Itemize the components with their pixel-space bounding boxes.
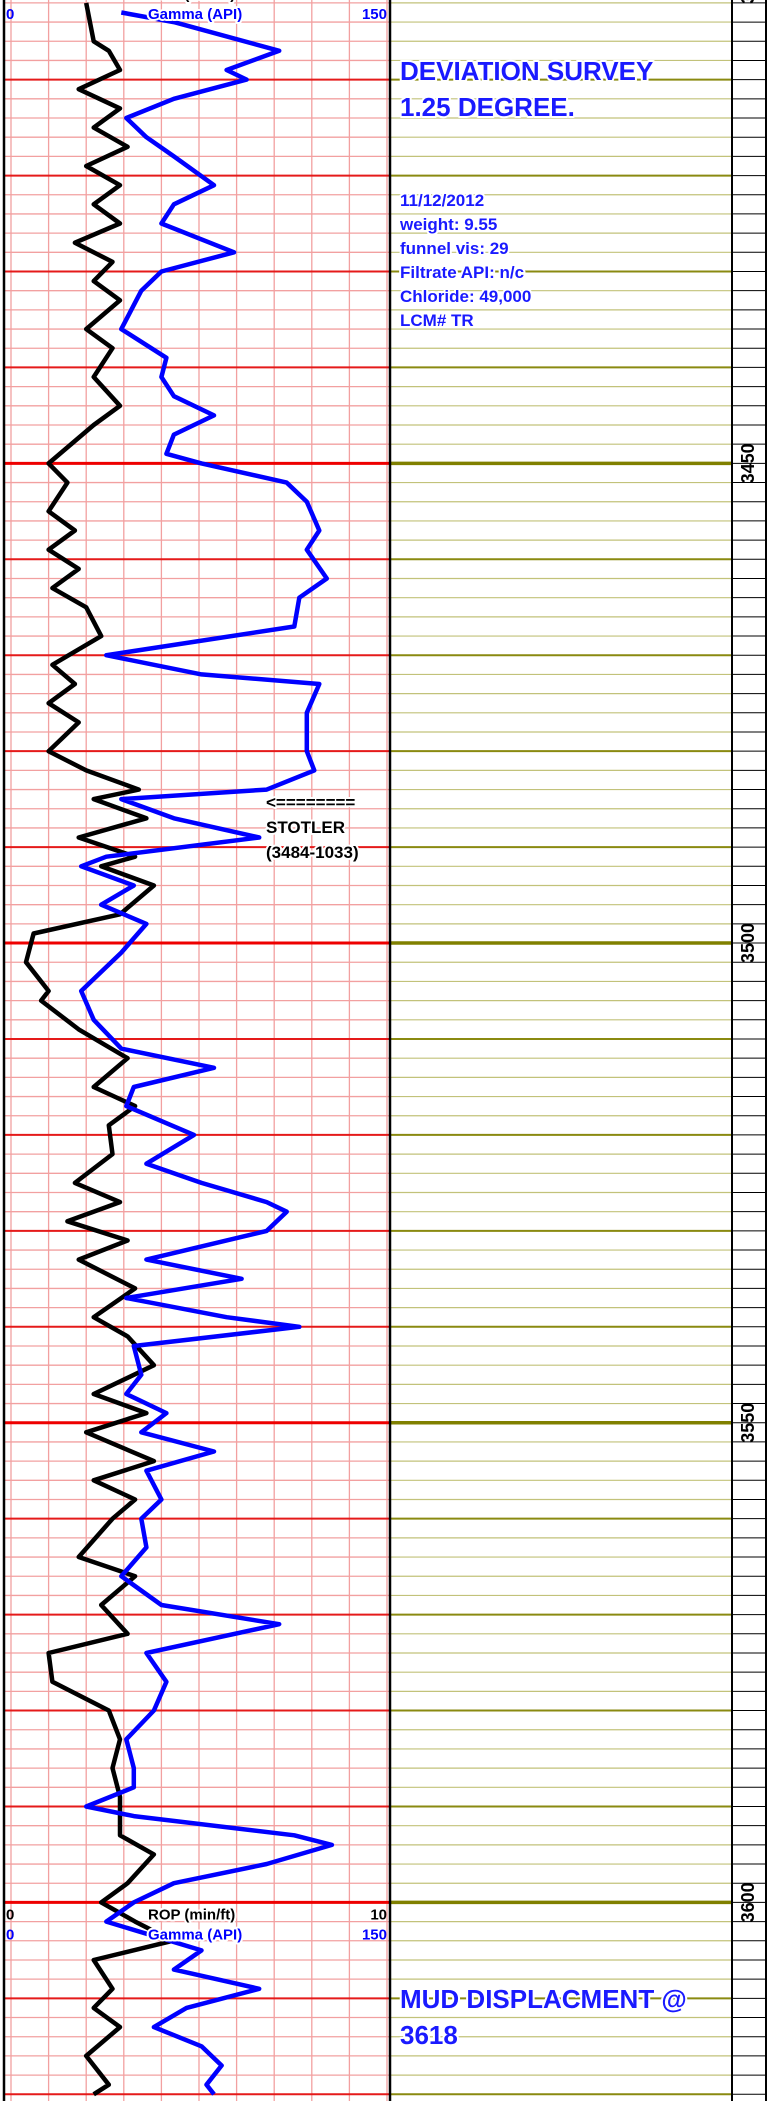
scale-min: 0 — [6, 1906, 14, 1923]
depth-label: 3400 — [738, 0, 758, 4]
log-curve — [78, 10, 335, 2096]
annotation: LCM# TR — [400, 311, 474, 330]
annotation: STOTLER — [266, 818, 345, 837]
depth-label: 3500 — [738, 923, 758, 963]
scale-max: 150 — [362, 6, 387, 23]
annotation: 1.25 DEGREE. — [400, 92, 575, 122]
annotation: DEVIATION SURVEY — [400, 56, 653, 86]
scale-max: 150 — [362, 1926, 387, 1943]
annotation: weight: 9.55 — [399, 215, 497, 234]
log-curve — [23, 2, 175, 2097]
annotation: 11/12/2012 — [400, 191, 484, 210]
annotation: <======== — [266, 793, 355, 812]
annotation: Filtrate API: n/c — [400, 263, 524, 282]
depth-label: 3600 — [738, 1882, 758, 1922]
annotation: Chloride: 49,000 — [400, 287, 531, 306]
curve-name: ROP (min/ft) — [148, 0, 235, 3]
scale-max: 10 — [370, 1906, 387, 1923]
annotation: MUD DISPLACMENT @ — [400, 1984, 687, 2014]
annotation: funnel vis: 29 — [400, 239, 509, 258]
scale-min: 0 — [6, 0, 14, 3]
annotation: (3484-1033) — [266, 843, 359, 862]
curve-name: ROP (min/ft) — [148, 1906, 235, 1923]
scale-min: 0 — [6, 1926, 14, 1943]
depth-label: 3450 — [738, 443, 758, 483]
scale-min: 0 — [6, 6, 14, 23]
curve-name: Gamma (API) — [148, 6, 242, 23]
curve-name: Gamma (API) — [148, 1926, 242, 1943]
depth-label: 3550 — [738, 1403, 758, 1443]
annotation: 3618 — [400, 2020, 458, 2050]
scale-max: 10 — [370, 0, 387, 3]
